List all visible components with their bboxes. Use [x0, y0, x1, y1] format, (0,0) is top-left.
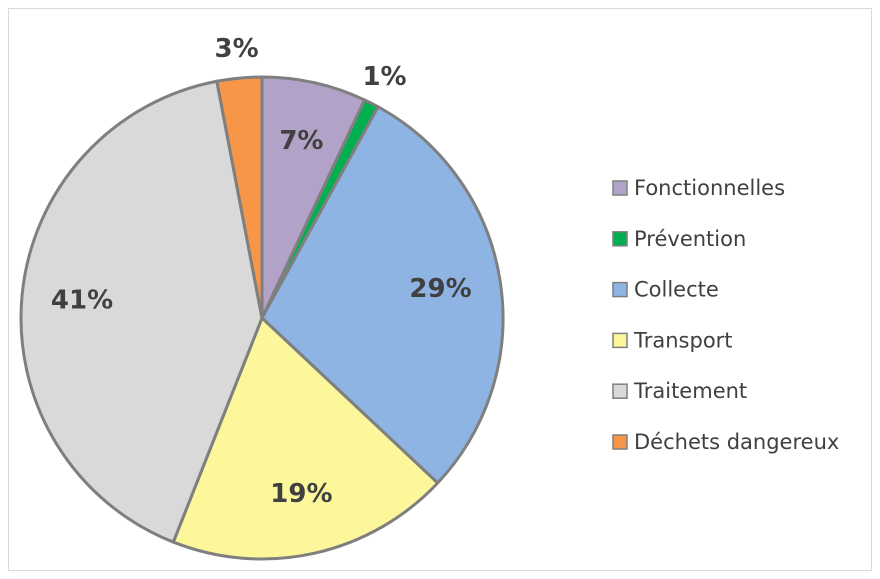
legend-swatch	[612, 281, 628, 298]
data-label: 1%	[362, 62, 406, 92]
legend-swatch	[612, 332, 628, 349]
pie-slice	[260, 75, 367, 320]
legend-swatch	[612, 434, 628, 450]
legend-label: Transport	[633, 328, 733, 352]
data-label: 19%	[270, 479, 332, 509]
data-label: 7%	[279, 126, 323, 156]
pie-slice	[260, 105, 505, 485]
data-label: 29%	[409, 274, 471, 304]
legend-label: Collecte	[634, 278, 719, 302]
legend-label: Fonctionnelles	[634, 176, 785, 200]
data-label: 41%	[51, 285, 113, 315]
legend-swatch	[612, 383, 628, 399]
legend-swatch	[612, 180, 628, 196]
legend-swatch	[612, 231, 628, 247]
pie-slice	[19, 79, 264, 544]
data-label: 3%	[215, 34, 259, 64]
legend-label: Déchets dangereux	[634, 430, 839, 454]
legend-label: Prévention	[634, 227, 746, 251]
pie-slice	[215, 75, 264, 320]
legend-label: Traitement	[633, 379, 747, 403]
